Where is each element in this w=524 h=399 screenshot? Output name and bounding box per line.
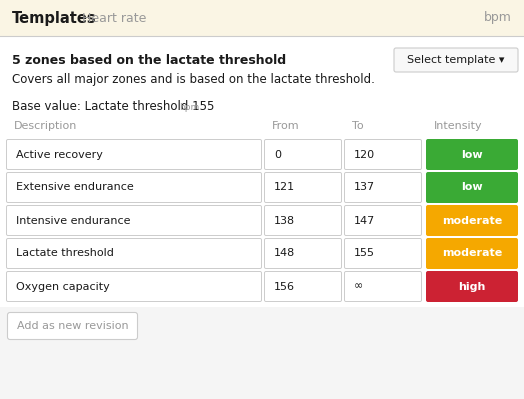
- Text: 137: 137: [354, 182, 375, 192]
- FancyBboxPatch shape: [6, 271, 261, 302]
- FancyBboxPatch shape: [344, 271, 421, 302]
- FancyBboxPatch shape: [265, 239, 342, 269]
- Text: Templates: Templates: [12, 10, 96, 26]
- Bar: [0, 307, 524, 399]
- Text: Extensive endurance: Extensive endurance: [16, 182, 134, 192]
- FancyBboxPatch shape: [6, 205, 261, 235]
- FancyBboxPatch shape: [426, 172, 518, 203]
- Text: 156: 156: [274, 282, 295, 292]
- FancyBboxPatch shape: [265, 140, 342, 170]
- Text: From: From: [272, 121, 300, 131]
- FancyBboxPatch shape: [265, 271, 342, 302]
- Text: To: To: [352, 121, 364, 131]
- FancyBboxPatch shape: [426, 139, 518, 170]
- FancyBboxPatch shape: [344, 205, 421, 235]
- Text: high: high: [458, 282, 486, 292]
- Text: Oxygen capacity: Oxygen capacity: [16, 282, 110, 292]
- FancyBboxPatch shape: [6, 239, 261, 269]
- FancyBboxPatch shape: [265, 205, 342, 235]
- FancyBboxPatch shape: [426, 238, 518, 269]
- Text: Base value: Lactate threshold 155: Base value: Lactate threshold 155: [12, 99, 214, 113]
- FancyBboxPatch shape: [265, 172, 342, 203]
- Text: Covers all major zones and is based on the lactate threshold.: Covers all major zones and is based on t…: [12, 73, 375, 87]
- FancyBboxPatch shape: [344, 172, 421, 203]
- Text: bpm: bpm: [484, 12, 512, 24]
- FancyBboxPatch shape: [6, 140, 261, 170]
- FancyBboxPatch shape: [344, 140, 421, 170]
- FancyBboxPatch shape: [426, 271, 518, 302]
- FancyBboxPatch shape: [426, 205, 518, 236]
- Text: 120: 120: [354, 150, 375, 160]
- Text: moderate: moderate: [442, 215, 502, 225]
- FancyBboxPatch shape: [344, 239, 421, 269]
- Text: low: low: [461, 150, 483, 160]
- Text: Select template ▾: Select template ▾: [407, 55, 505, 65]
- Text: 5 zones based on the lactate threshold: 5 zones based on the lactate threshold: [12, 53, 286, 67]
- FancyBboxPatch shape: [6, 172, 261, 203]
- Text: Lactate threshold: Lactate threshold: [16, 249, 114, 259]
- FancyBboxPatch shape: [394, 48, 518, 72]
- Bar: [0, 0, 524, 36]
- FancyBboxPatch shape: [7, 312, 137, 340]
- Text: Intensity: Intensity: [434, 121, 483, 131]
- Text: 138: 138: [274, 215, 295, 225]
- Text: Description: Description: [14, 121, 78, 131]
- Text: Active recovery: Active recovery: [16, 150, 103, 160]
- Text: Intensive endurance: Intensive endurance: [16, 215, 130, 225]
- Text: bpm: bpm: [179, 103, 199, 111]
- Text: low: low: [461, 182, 483, 192]
- Text: 148: 148: [274, 249, 295, 259]
- Text: 121: 121: [274, 182, 295, 192]
- Text: Heart rate: Heart rate: [82, 12, 146, 24]
- Text: moderate: moderate: [442, 249, 502, 259]
- Text: Add as new revision: Add as new revision: [17, 321, 128, 331]
- Text: 0: 0: [274, 150, 281, 160]
- Text: 155: 155: [354, 249, 375, 259]
- Text: 147: 147: [354, 215, 375, 225]
- Text: ∞: ∞: [354, 282, 363, 292]
